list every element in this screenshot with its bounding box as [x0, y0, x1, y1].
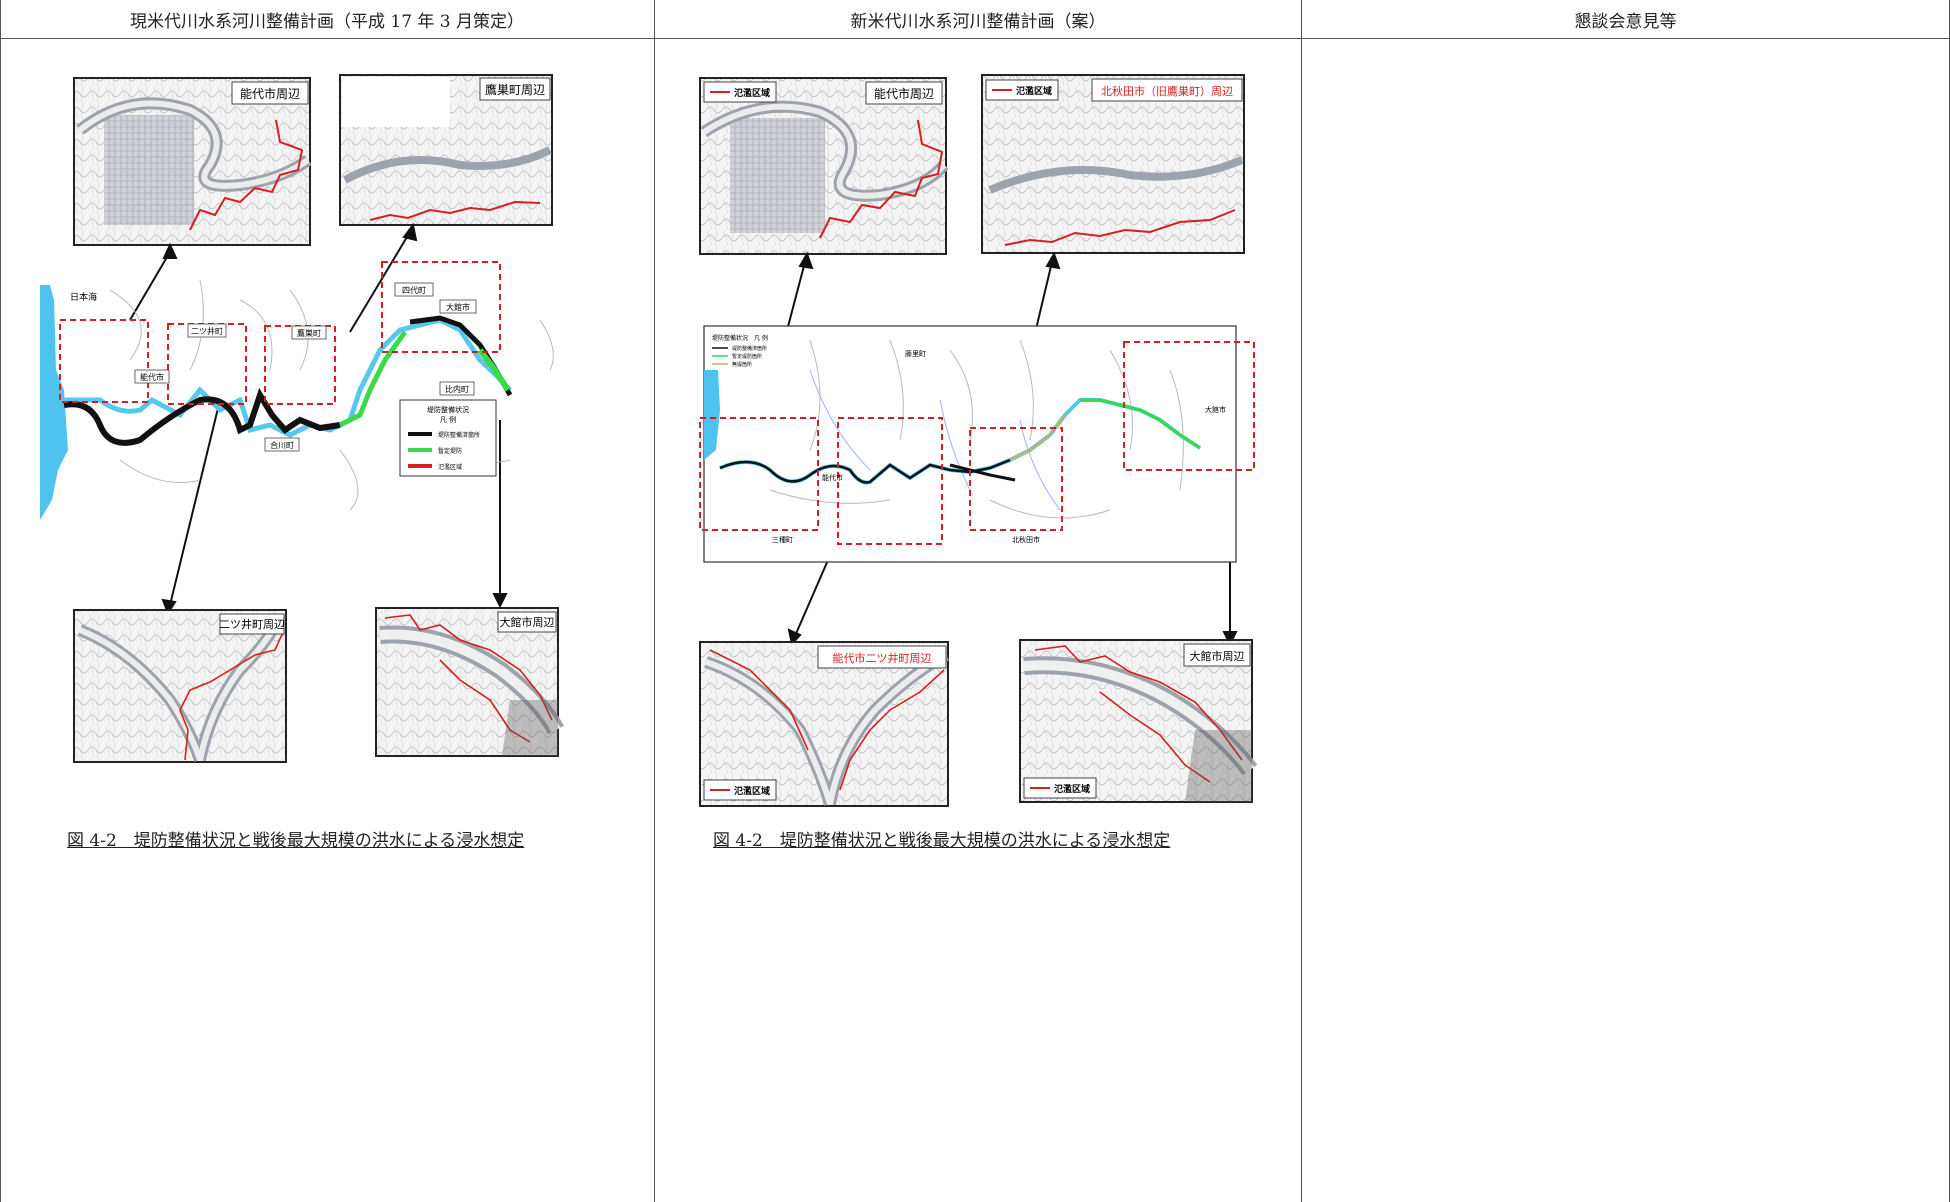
legend-item-provisional-new: 暫定堤防箇所 [732, 353, 762, 360]
column-header-opinions: 懇談会意見等 [1302, 0, 1949, 39]
town-label: 能代市 [140, 372, 164, 382]
column-divider-2 [1301, 0, 1302, 1202]
town-label: 能代市 [822, 473, 843, 482]
inset-takanosu: 鷹巣町周辺 [339, 74, 553, 226]
inset-noshiro-label: 能代市周辺 [240, 86, 300, 101]
inset-odate-new-label: 大館市周辺 [1190, 649, 1245, 663]
town-label: 北秋田市 [1012, 535, 1040, 544]
flood-legend-label: 氾濫区域 [1054, 783, 1090, 795]
inset-odate: 大館市周辺 [375, 607, 564, 757]
town-label: 大館市 [446, 302, 470, 312]
column-header-new-plan: 新米代川水系河川整備計画（案） [655, 0, 1301, 39]
inset-futatsui: 二ツ井町周辺 [73, 609, 287, 763]
town-label: 二ツ井町 [191, 326, 223, 336]
legend-item-levee-new: 堤防整備済箇所 [732, 345, 767, 352]
town-label: 鷹巣町 [297, 328, 321, 338]
levee-legend-new-title: 堤防整備状況 凡 例 [712, 334, 768, 342]
inset-kitaakita: 氾濫区域 北秋田市（旧鷹巣町）周辺 [981, 74, 1245, 254]
inset-takanosu-label: 鷹巣町周辺 [485, 82, 545, 97]
legend-item-provisional: 暫定堤防 [438, 447, 462, 455]
inset-kitaakita-label: 北秋田市（旧鷹巣町）周辺 [1101, 84, 1233, 98]
town-label: 大館市 [1205, 405, 1226, 414]
column-header-current-plan-text: 現米代川水系河川整備計画（平成 17 年 3 月策定） [129, 11, 525, 32]
column-header-new-plan-text: 新米代川水系河川整備計画（案） [850, 11, 1106, 32]
town-label: 三種町 [772, 536, 793, 544]
sea-label: 日本海 [70, 291, 97, 303]
inset-odate-new: 大館市周辺 氾濫区域 [1019, 639, 1258, 803]
flood-legend-label: 氾濫区域 [734, 785, 770, 797]
inset-odate-label: 大館市周辺 [500, 615, 555, 629]
inset-noshiro-new: 氾濫区域 能代市周辺 [699, 77, 949, 255]
flood-legend-label: 氾濫区域 [1016, 85, 1052, 97]
column-header-current-plan: 現米代川水系河川整備計画（平成 17 年 3 月策定） [0, 0, 654, 39]
table-border-left [0, 0, 1, 1202]
levee-legend-sub: 凡 例 [440, 415, 456, 424]
levee-legend: 堤防整備状況 凡 例 堤防整備済箇所 暫定堤防 氾濫区域 [399, 399, 497, 477]
right-figure: 氾濫区域 能代市周辺 氾濫区域 北秋田市（旧鷹巣町）周辺 [690, 70, 1280, 810]
inset-noshiro-new-label: 能代市周辺 [874, 86, 934, 101]
levee-legend-new: 堤防整備状況 凡 例 堤防整備済箇所 暫定堤防箇所 無堤箇所 [712, 334, 768, 368]
left-figure-caption: 図 4-2 堤防整備状況と戦後最大規模の洪水による浸水想定 [67, 831, 525, 851]
main-river-map-new: 堤防整備状況 凡 例 堤防整備済箇所 暫定堤防箇所 無堤箇所 藤里町 能代市 三… [699, 325, 1255, 563]
legend-item-levee: 堤防整備済箇所 [438, 431, 480, 439]
town-label: 合川町 [270, 440, 294, 450]
inset-pointer-arrows [129, 222, 508, 616]
levee-legend-title: 堤防整備状況 [427, 405, 469, 414]
right-figure-caption: 図 4-2 堤防整備状況と戦後最大規模の洪水による浸水想定 [713, 831, 1171, 851]
inset-noshiro: 能代市周辺 [73, 77, 312, 246]
left-figure: 能代市周辺 鷹巣町周辺 日本海 [40, 70, 620, 770]
legend-item-flood: 氾濫区域 [438, 463, 462, 471]
inset-futatsui-label: 二ツ井町周辺 [219, 617, 285, 631]
inset-futatsui-new-label: 能代市二ツ井町周辺 [833, 651, 932, 665]
column-header-opinions-text: 懇談会意見等 [1574, 11, 1677, 32]
legend-item-unlevee-new: 無堤箇所 [732, 361, 752, 368]
town-label: 藤里町 [905, 349, 926, 358]
inset-futatsui-new: 能代市二ツ井町周辺 氾濫区域 [699, 641, 949, 807]
town-label: 比内町 [445, 384, 469, 394]
town-label: 四代町 [402, 285, 426, 295]
flood-legend-label: 氾濫区域 [734, 87, 770, 99]
column-divider-1 [654, 0, 655, 1202]
main-river-map: 日本海 四代町 大館市 能代市 二ツ井町 鷹巣 [40, 261, 554, 520]
